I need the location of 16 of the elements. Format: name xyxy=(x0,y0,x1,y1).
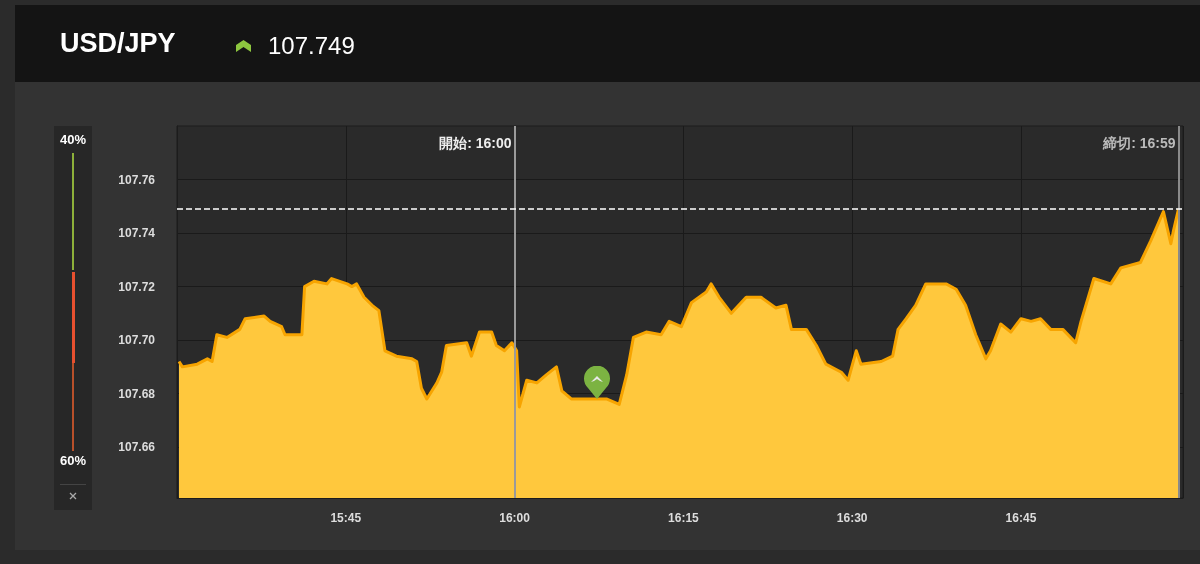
chart-title: USD/JPY xyxy=(60,27,176,58)
x-tick-label: 16:15 xyxy=(668,511,700,525)
vertical-meter: 40% 60% xyxy=(54,126,92,484)
chart-subtitle: 107.749 xyxy=(268,31,355,59)
y-tick-label: 107.74 xyxy=(118,226,156,241)
x-tick-label: 15:45 xyxy=(330,511,362,525)
x-tick-label: 16:00 xyxy=(499,511,531,525)
y-tick-label: 107.76 xyxy=(118,172,156,187)
ref-line-label: 開始: 16:00 xyxy=(439,135,512,151)
y-tick-label: 107.70 xyxy=(118,333,156,348)
y-tick-label: 107.66 xyxy=(118,440,156,455)
x-tick-label: 16:45 xyxy=(1005,511,1037,525)
y-tick-label: 107.68 xyxy=(118,386,156,401)
y-tick-label: 107.72 xyxy=(118,279,156,294)
annotation: 締切: 16:59 xyxy=(1102,135,1176,151)
x-tick-label: 16:30 xyxy=(836,511,868,525)
